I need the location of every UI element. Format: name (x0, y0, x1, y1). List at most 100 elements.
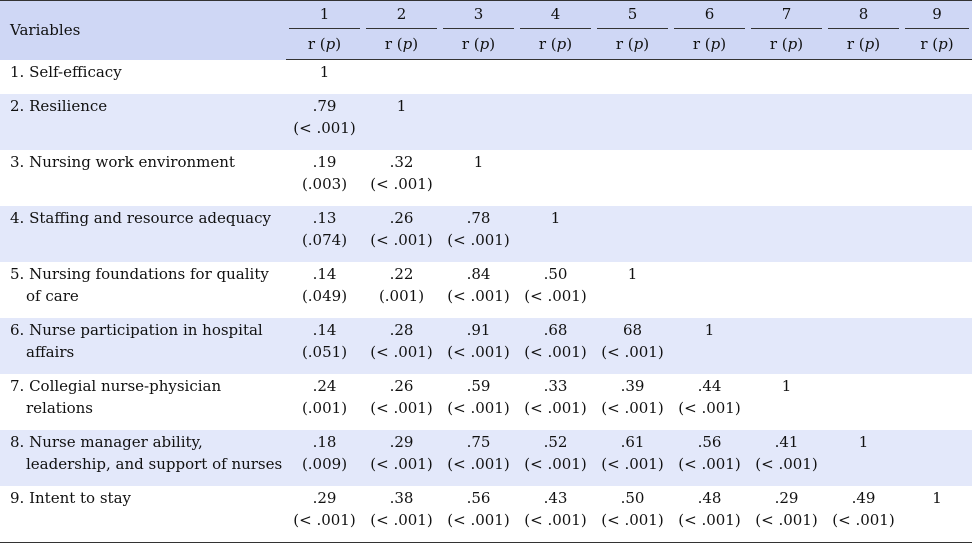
r-value: .28 (389, 321, 414, 339)
r-value: .78 (466, 209, 491, 227)
variable-name: 5. Nursing foundations for quality of car… (0, 262, 286, 318)
correlation-cell: .24 (.001) (286, 374, 363, 430)
correlation-cell: .29 (< .001) (286, 486, 363, 543)
p-value: (< .001) (447, 231, 510, 249)
correlation-cell (748, 150, 825, 206)
subheader-close: ) (797, 35, 804, 53)
p-value: (< .001) (447, 287, 510, 305)
r-value: .32 (389, 153, 414, 171)
subheader-close: ) (947, 35, 954, 53)
column-header-3: 3 (440, 0, 517, 29)
r-value: 1 (781, 377, 792, 395)
subheader-close: ) (874, 35, 881, 53)
p-value: (< .001) (293, 119, 356, 137)
correlation-cell (902, 206, 972, 262)
r-value: .56 (466, 489, 491, 507)
r-value: .29 (389, 433, 414, 451)
variable-label: 5. Nursing foundations for quality (10, 265, 269, 283)
r-value: .13 (312, 209, 337, 227)
column-subheader-5: r (p) (594, 29, 671, 60)
correlation-cell (825, 60, 902, 95)
subheader-close: ) (566, 35, 573, 53)
p-value: (< .001) (601, 455, 664, 473)
column-subheader-4: r (p) (517, 29, 594, 60)
subheader-r: r ( (384, 35, 403, 53)
subheader-close: ) (720, 35, 727, 53)
variable-name: 6. Nurse participation in hospital affair… (0, 318, 286, 374)
r-value: .39 (620, 377, 645, 395)
correlation-cell: 1 (594, 262, 671, 318)
correlation-cell (902, 60, 972, 95)
r-value: .44 (697, 377, 722, 395)
p-value: (.074) (301, 231, 348, 249)
r-value: .33 (543, 377, 568, 395)
correlation-cell (363, 60, 440, 95)
correlation-cell: .39 (< .001) (594, 374, 671, 430)
r-value: 1 (550, 209, 561, 227)
correlation-cell: 68 (< .001) (594, 318, 671, 374)
correlation-cell: .22 (.001) (363, 262, 440, 318)
correlation-cell: .75 (< .001) (440, 430, 517, 486)
correlation-cell: .14 (.049) (286, 262, 363, 318)
column-subheader-3: r (p) (440, 29, 517, 60)
subheader-r: r ( (692, 35, 711, 53)
correlation-cell: .78 (< .001) (440, 206, 517, 262)
r-value: .91 (466, 321, 491, 339)
variable-label: 3. Nursing work environment (10, 153, 235, 171)
correlation-cell: .56 (< .001) (671, 430, 748, 486)
correlation-cell (517, 94, 594, 150)
variable-name: 3. Nursing work environment (0, 150, 286, 206)
p-value: (< .001) (601, 511, 664, 529)
correlation-cell (748, 60, 825, 95)
correlation-cell (825, 150, 902, 206)
correlation-cell (671, 262, 748, 318)
correlation-cell: 1 (671, 318, 748, 374)
column-number: 1 (289, 3, 360, 29)
subheader-p: p (633, 35, 644, 53)
variable-name: 7. Collegial nurse-physician relations (0, 374, 286, 430)
r-value: .75 (466, 433, 491, 451)
correlation-cell (902, 150, 972, 206)
r-value: .61 (620, 433, 645, 451)
r-value: 1 (396, 97, 407, 115)
correlation-cell: .56 (< .001) (440, 486, 517, 543)
column-header-1: 1 (286, 0, 363, 29)
column-number: 9 (905, 3, 969, 29)
column-subheader-1: r (p) (286, 29, 363, 60)
table-row: 9. Intent to stay .29 (< .001) .38 (< .001).… (0, 486, 972, 543)
variable-name: 4. Staffing and resource adequacy (0, 206, 286, 262)
column-subheader-8: r (p) (825, 29, 902, 60)
correlation-cell (671, 150, 748, 206)
correlation-cell (902, 318, 972, 374)
subheader-close: ) (335, 35, 342, 53)
column-header-4: 4 (517, 0, 594, 29)
r-value: .14 (312, 321, 337, 339)
correlation-cell (671, 60, 748, 95)
table-row: 6. Nurse participation in hospital affair… (0, 318, 972, 374)
correlation-cell: 1 (363, 94, 440, 150)
correlation-cell: .50 (< .001) (594, 486, 671, 543)
r-value: .24 (312, 377, 337, 395)
correlation-cell (748, 262, 825, 318)
variable-label: 8. Nurse manager ability, (10, 433, 203, 451)
correlation-cell: .49 (< .001) (825, 486, 902, 543)
correlation-cell (517, 150, 594, 206)
correlation-cell (748, 206, 825, 262)
r-value: 1 (704, 321, 715, 339)
correlation-cell: .59 (< .001) (440, 374, 517, 430)
column-number: 5 (597, 3, 668, 29)
correlation-cell (671, 94, 748, 150)
column-subheader-7: r (p) (748, 29, 825, 60)
variable-label: 2. Resilience (10, 97, 108, 115)
column-number: 6 (674, 3, 745, 29)
r-value: 1 (627, 265, 638, 283)
r-value: 1 (319, 63, 330, 81)
column-header-7: 7 (748, 0, 825, 29)
table-row: 3. Nursing work environment .19 (.003) .32 (… (0, 150, 972, 206)
subheader-p: p (402, 35, 413, 53)
r-value: .18 (312, 433, 337, 451)
p-value: (< .001) (601, 343, 664, 361)
variable-label: 4. Staffing and resource adequacy (10, 209, 271, 227)
correlation-cell (902, 262, 972, 318)
